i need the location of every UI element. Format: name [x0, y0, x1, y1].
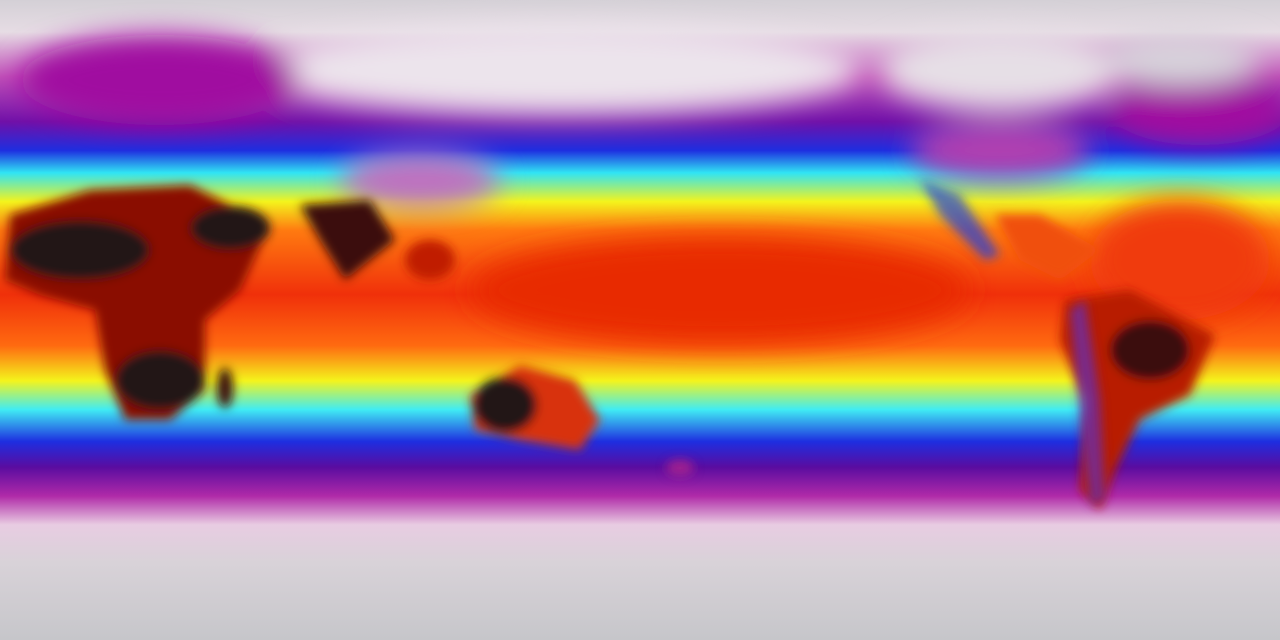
warm-ocean-core [470, 200, 1270, 345]
arabia-india [300, 200, 395, 280]
mountain-cool-streaks [666, 180, 1105, 505]
north-america-south [995, 215, 1100, 280]
continents-hot [5, 185, 1215, 510]
northern-cold-regions [20, 25, 1280, 208]
